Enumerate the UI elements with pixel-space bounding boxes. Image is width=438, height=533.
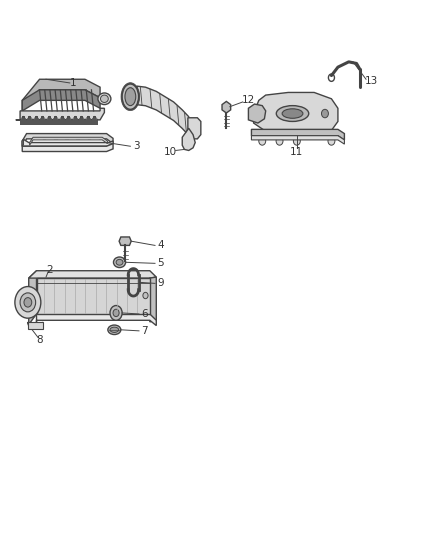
Circle shape xyxy=(20,293,35,312)
Polygon shape xyxy=(22,140,113,146)
Polygon shape xyxy=(188,118,201,139)
Polygon shape xyxy=(222,101,231,113)
Polygon shape xyxy=(22,90,100,111)
Polygon shape xyxy=(119,237,131,245)
Text: 7: 7 xyxy=(141,326,148,336)
Text: 5: 5 xyxy=(157,259,164,268)
Text: 3: 3 xyxy=(133,141,139,151)
Polygon shape xyxy=(36,278,150,314)
Polygon shape xyxy=(28,322,42,329)
Text: 4: 4 xyxy=(157,240,164,251)
Text: 13: 13 xyxy=(364,76,378,86)
Polygon shape xyxy=(182,128,195,150)
Ellipse shape xyxy=(122,84,138,109)
Polygon shape xyxy=(251,130,344,140)
Text: 2: 2 xyxy=(46,265,53,274)
Polygon shape xyxy=(36,314,156,326)
Polygon shape xyxy=(29,271,156,278)
Circle shape xyxy=(24,297,32,307)
Circle shape xyxy=(276,137,283,145)
Polygon shape xyxy=(30,138,107,145)
Ellipse shape xyxy=(282,109,303,118)
Ellipse shape xyxy=(113,257,126,268)
Ellipse shape xyxy=(108,325,121,335)
Text: 9: 9 xyxy=(157,278,164,288)
Circle shape xyxy=(110,305,122,320)
Text: 10: 10 xyxy=(164,147,177,157)
Polygon shape xyxy=(22,79,100,111)
Polygon shape xyxy=(22,140,24,146)
Polygon shape xyxy=(248,104,266,123)
Polygon shape xyxy=(29,271,36,325)
Polygon shape xyxy=(22,134,113,146)
Circle shape xyxy=(15,287,41,318)
Polygon shape xyxy=(16,108,104,120)
Ellipse shape xyxy=(100,95,108,102)
Circle shape xyxy=(293,137,300,145)
Ellipse shape xyxy=(98,93,111,104)
Circle shape xyxy=(143,292,148,298)
Circle shape xyxy=(328,137,335,145)
Text: 8: 8 xyxy=(36,335,43,345)
Ellipse shape xyxy=(125,88,136,106)
Polygon shape xyxy=(22,143,113,151)
Ellipse shape xyxy=(110,327,119,333)
Polygon shape xyxy=(137,86,189,135)
Circle shape xyxy=(113,309,119,317)
Text: 11: 11 xyxy=(290,147,304,157)
Text: 6: 6 xyxy=(141,309,148,319)
Text: 12: 12 xyxy=(242,95,255,106)
Circle shape xyxy=(321,109,328,118)
Ellipse shape xyxy=(276,106,309,122)
Polygon shape xyxy=(254,92,338,135)
Ellipse shape xyxy=(116,260,123,265)
Circle shape xyxy=(259,137,266,145)
Polygon shape xyxy=(150,277,156,322)
Text: 1: 1 xyxy=(70,78,77,88)
Polygon shape xyxy=(251,136,344,144)
